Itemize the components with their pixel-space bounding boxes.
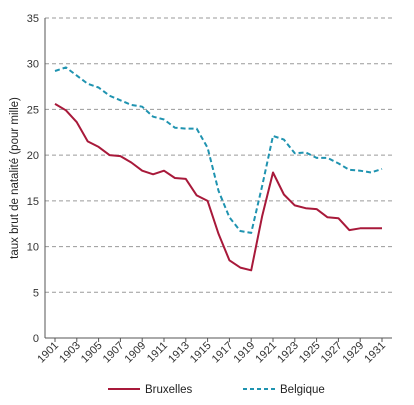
x-tick-label: 1911 (145, 340, 170, 365)
y-tick-label: 35 (27, 13, 39, 25)
y-tick-label: 5 (33, 287, 39, 299)
x-tick-label: 1901 (35, 340, 61, 366)
x-tick-label: 1913 (166, 340, 192, 366)
x-tick-label: 1905 (79, 340, 105, 366)
series-line-bruxelles (54, 103, 382, 272)
x-tick-label: 1921 (253, 340, 279, 366)
series-line-belgique (54, 66, 383, 234)
legend-label-belgique: Belgique (280, 384, 325, 396)
legend-item-bruxelles: Bruxelles (108, 384, 193, 396)
y-tick-label: 25 (27, 104, 39, 116)
gridlines (45, 17, 392, 293)
x-tick-labels: 1901190319051907190919111913191519171919… (35, 338, 388, 365)
legend: Bruxelles Belgique (108, 384, 325, 396)
series-lines (54, 66, 383, 272)
y-axis-title: taux brut de natalité (pour mille) (9, 97, 21, 259)
y-tick-label: 30 (27, 59, 39, 71)
x-tick-label: 1915 (188, 340, 214, 366)
axes (44, 18, 392, 339)
y-tick-label: 20 (27, 150, 39, 162)
y-tick-label: 15 (27, 196, 39, 208)
x-tick-label: 1931 (362, 340, 388, 366)
legend-label-bruxelles: Bruxelles (145, 384, 193, 396)
x-tick-label: 1907 (101, 340, 127, 366)
y-tick-label: 10 (27, 242, 39, 254)
x-tick-label: 1929 (341, 340, 367, 366)
x-tick-label: 1903 (57, 340, 83, 366)
x-tick-label: 1925 (297, 340, 323, 366)
x-tick-label: 1923 (275, 340, 301, 366)
y-tick-labels: 0 5 10 15 20 25 30 35 (27, 13, 39, 345)
x-tick-label: 1917 (210, 340, 236, 366)
x-tick-label: 1909 (123, 340, 149, 366)
x-tick-label: 1919 (232, 340, 258, 366)
legend-item-belgique: Belgique (243, 384, 325, 396)
x-tick-label: 1927 (319, 340, 345, 366)
y-tick-label: 0 (33, 333, 39, 345)
